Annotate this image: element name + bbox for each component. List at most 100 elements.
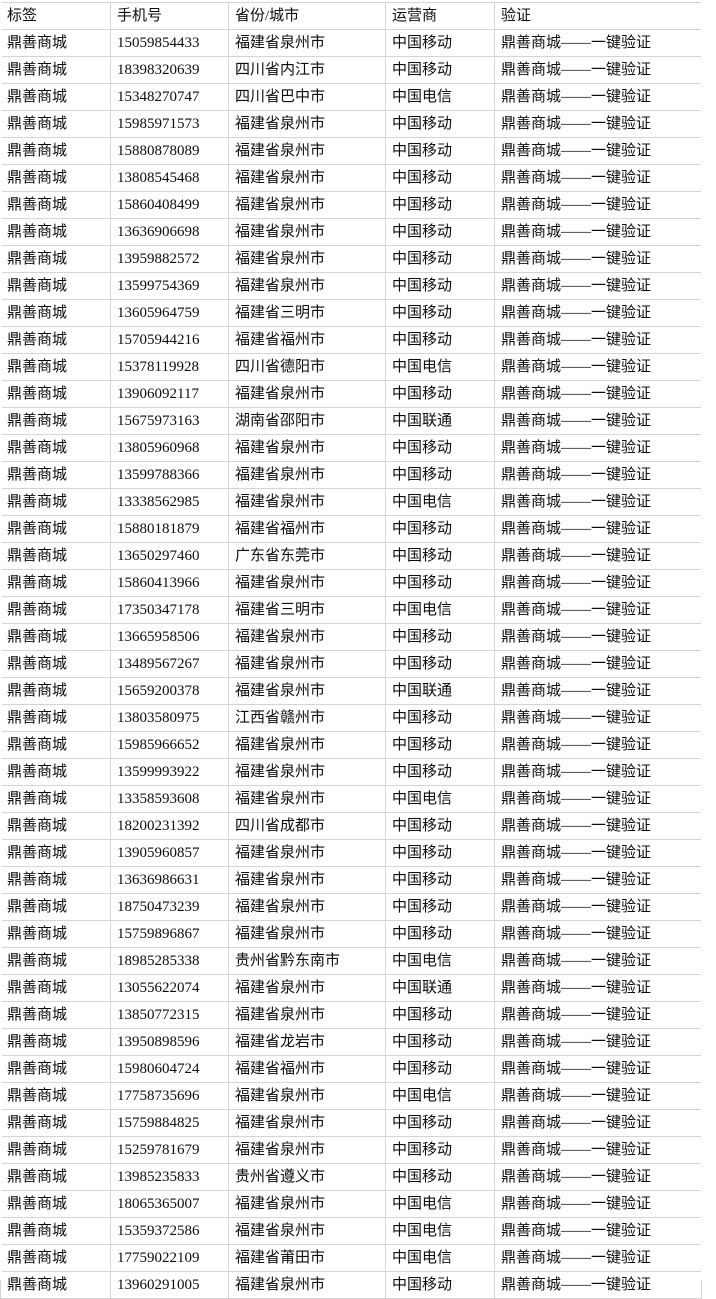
cell-carrier[interactable]: 中国移动 [385,56,495,84]
cell-carrier[interactable]: 中国电信 [385,785,495,813]
cell-province-city[interactable]: 福建省泉州市 [228,245,386,273]
cell-carrier[interactable]: 中国移动 [385,245,495,273]
cell-province-city[interactable]: 福建省泉州市 [228,758,386,786]
cell-verification[interactable]: 鼎善商城——一键验证 [494,1055,702,1083]
cell-verification[interactable]: 鼎善商城——一键验证 [494,1028,702,1056]
table-row[interactable]: 鼎善商城 13808545468 福建省泉州市 中国移动 鼎善商城——一键验证 [0,164,702,192]
cell-phone[interactable]: 18985285338 [110,947,229,975]
table-row[interactable]: 鼎善商城 13959882572 福建省泉州市 中国移动 鼎善商城——一键验证 [0,245,702,273]
cell-label[interactable]: 鼎善商城 [0,1028,111,1056]
cell-verification[interactable]: 鼎善商城——一键验证 [494,947,702,975]
cell-carrier[interactable]: 中国移动 [385,920,495,948]
cell-verification[interactable]: 鼎善商城——一键验证 [494,623,702,651]
cell-phone[interactable]: 15378119928 [110,353,229,381]
cell-carrier[interactable]: 中国电信 [385,1217,495,1245]
cell-province-city[interactable]: 福建省三明市 [228,299,386,327]
table-row[interactable]: 鼎善商城 13489567267 福建省泉州市 中国移动 鼎善商城——一键验证 [0,650,702,678]
cell-verification[interactable]: 鼎善商城——一键验证 [494,1001,702,1029]
cell-label[interactable]: 鼎善商城 [0,218,111,246]
cell-verification[interactable]: 鼎善商城——一键验证 [494,866,702,894]
cell-label[interactable]: 鼎善商城 [0,353,111,381]
cell-phone[interactable]: 17758735696 [110,1082,229,1110]
table-row[interactable]: 鼎善商城 13905960857 福建省泉州市 中国移动 鼎善商城——一键验证 [0,839,702,867]
cell-label[interactable]: 鼎善商城 [0,1055,111,1083]
cell-verification[interactable]: 鼎善商城——一键验证 [494,596,702,624]
cell-carrier[interactable]: 中国移动 [385,461,495,489]
cell-carrier[interactable]: 中国移动 [385,1271,495,1299]
cell-verification[interactable]: 鼎善商城——一键验证 [494,1163,702,1191]
cell-phone[interactable]: 13950898596 [110,1028,229,1056]
cell-label[interactable]: 鼎善商城 [0,785,111,813]
cell-province-city[interactable]: 福建省泉州市 [228,1136,386,1164]
table-row[interactable]: 鼎善商城 13960291005 福建省泉州市 中国移动 鼎善商城——一键验证 [0,1271,702,1299]
table-row[interactable]: 鼎善商城 17350347178 福建省三明市 中国电信 鼎善商城——一键验证 [0,596,702,624]
cell-verification[interactable]: 鼎善商城——一键验证 [494,920,702,948]
cell-verification[interactable]: 鼎善商城——一键验证 [494,1217,702,1245]
table-row[interactable]: 鼎善商城 15985971573 福建省泉州市 中国移动 鼎善商城——一键验证 [0,110,702,138]
cell-phone[interactable]: 17350347178 [110,596,229,624]
cell-carrier[interactable]: 中国移动 [385,1001,495,1029]
cell-label[interactable]: 鼎善商城 [0,1163,111,1191]
cell-phone[interactable]: 13850772315 [110,1001,229,1029]
cell-carrier[interactable]: 中国移动 [385,1136,495,1164]
cell-phone[interactable]: 13599754369 [110,272,229,300]
table-row[interactable]: 鼎善商城 15705944216 福建省福州市 中国移动 鼎善商城——一键验证 [0,326,702,354]
table-row[interactable]: 鼎善商城 17759022109 福建省莆田市 中国电信 鼎善商城——一键验证 [0,1244,702,1272]
cell-province-city[interactable]: 福建省泉州市 [228,1217,386,1245]
cell-province-city[interactable]: 福建省泉州市 [228,677,386,705]
cell-province-city[interactable]: 福建省泉州市 [228,29,386,57]
cell-phone[interactable]: 13960291005 [110,1271,229,1299]
cell-phone[interactable]: 13808545468 [110,164,229,192]
table-row[interactable]: 鼎善商城 13665958506 福建省泉州市 中国移动 鼎善商城——一键验证 [0,623,702,651]
cell-carrier[interactable]: 中国移动 [385,218,495,246]
cell-carrier[interactable]: 中国移动 [385,1028,495,1056]
table-row[interactable]: 鼎善商城 13985235833 贵州省遵义市 中国移动 鼎善商城——一键验证 [0,1163,702,1191]
cell-province-city[interactable]: 福建省泉州市 [228,893,386,921]
cell-label[interactable]: 鼎善商城 [0,569,111,597]
cell-verification[interactable]: 鼎善商城——一键验证 [494,110,702,138]
cell-phone[interactable]: 15705944216 [110,326,229,354]
cell-label[interactable]: 鼎善商城 [0,866,111,894]
table-row[interactable]: 鼎善商城 15880878089 福建省泉州市 中国移动 鼎善商城——一键验证 [0,137,702,165]
cell-province-city[interactable]: 福建省泉州市 [228,380,386,408]
cell-verification[interactable]: 鼎善商城——一键验证 [494,731,702,759]
cell-carrier[interactable]: 中国电信 [385,1244,495,1272]
cell-label[interactable]: 鼎善商城 [0,191,111,219]
table-row[interactable]: 鼎善商城 18750473239 福建省泉州市 中国移动 鼎善商城——一键验证 [0,893,702,921]
cell-verification[interactable]: 鼎善商城——一键验证 [494,974,702,1002]
cell-province-city[interactable]: 福建省泉州市 [228,974,386,1002]
cell-carrier[interactable]: 中国联通 [385,677,495,705]
cell-verification[interactable]: 鼎善商城——一键验证 [494,1109,702,1137]
cell-carrier[interactable]: 中国移动 [385,1109,495,1137]
cell-carrier[interactable]: 中国电信 [385,1082,495,1110]
cell-label[interactable]: 鼎善商城 [0,1001,111,1029]
cell-label[interactable]: 鼎善商城 [0,56,111,84]
cell-province-city[interactable]: 福建省泉州市 [228,623,386,651]
cell-carrier[interactable]: 中国电信 [385,83,495,111]
cell-province-city[interactable]: 福建省莆田市 [228,1244,386,1272]
table-row[interactable]: 鼎善商城 13950898596 福建省龙岩市 中国移动 鼎善商城——一键验证 [0,1028,702,1056]
cell-province-city[interactable]: 福建省泉州市 [228,1001,386,1029]
cell-verification[interactable]: 鼎善商城——一键验证 [494,29,702,57]
cell-carrier[interactable]: 中国移动 [385,758,495,786]
cell-province-city[interactable]: 福建省三明市 [228,596,386,624]
cell-label[interactable]: 鼎善商城 [0,1244,111,1272]
table-row[interactable]: 鼎善商城 13803580975 江西省赣州市 中国移动 鼎善商城——一键验证 [0,704,702,732]
cell-province-city[interactable]: 福建省泉州市 [228,839,386,867]
cell-province-city[interactable]: 贵州省遵义市 [228,1163,386,1191]
cell-label[interactable]: 鼎善商城 [0,299,111,327]
cell-province-city[interactable]: 福建省泉州市 [228,488,386,516]
cell-label[interactable]: 鼎善商城 [0,677,111,705]
cell-phone[interactable]: 13599788366 [110,461,229,489]
cell-province-city[interactable]: 福建省泉州市 [228,650,386,678]
cell-label[interactable]: 鼎善商城 [0,461,111,489]
cell-carrier[interactable]: 中国移动 [385,164,495,192]
cell-province-city[interactable]: 福建省福州市 [228,515,386,543]
cell-label[interactable]: 鼎善商城 [0,488,111,516]
table-row[interactable]: 鼎善商城 15348270747 四川省巴中市 中国电信 鼎善商城——一键验证 [0,83,702,111]
cell-carrier[interactable]: 中国移动 [385,29,495,57]
table-row[interactable]: 鼎善商城 15759896867 福建省泉州市 中国移动 鼎善商城——一键验证 [0,920,702,948]
cell-province-city[interactable]: 福建省泉州市 [228,1190,386,1218]
table-row[interactable]: 鼎善商城 13338562985 福建省泉州市 中国电信 鼎善商城——一键验证 [0,488,702,516]
cell-verification[interactable]: 鼎善商城——一键验证 [494,461,702,489]
